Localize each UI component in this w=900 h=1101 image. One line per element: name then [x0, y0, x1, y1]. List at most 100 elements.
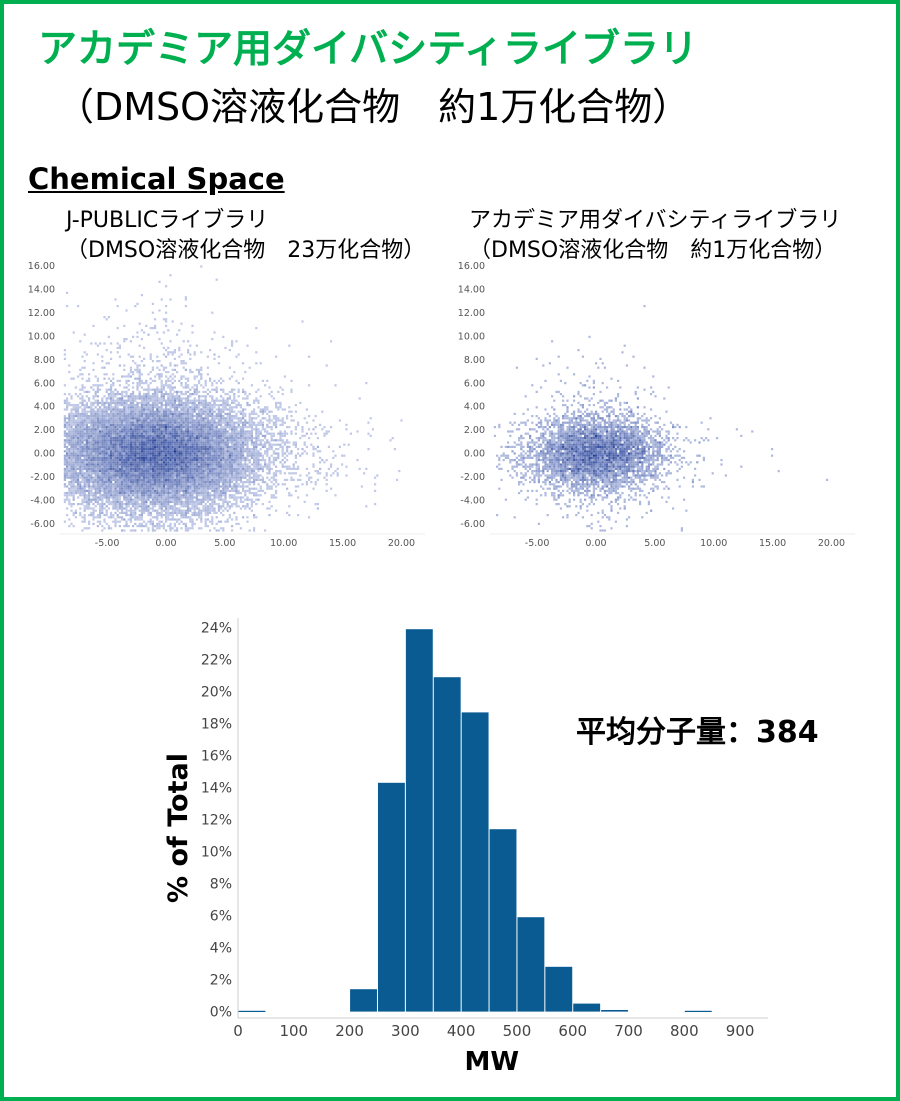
left-density-cell: [90, 426, 93, 429]
left-density-cell: [158, 487, 161, 490]
left-density-cell: [176, 415, 179, 418]
left-density-cell: [189, 371, 192, 374]
left-density-cell: [189, 489, 192, 492]
left-density-cell: [88, 417, 91, 420]
left-density-cell: [83, 520, 86, 523]
left-density-cell: [81, 399, 84, 402]
left-density-cell: [187, 410, 190, 413]
left-density-cell: [222, 461, 225, 464]
left-density-cell: [257, 454, 260, 457]
left-density-cell: [138, 417, 141, 420]
left-density-cell: [255, 351, 258, 354]
left-density-cell: [209, 498, 212, 501]
left-density-cell: [88, 390, 91, 393]
left-density-cell: [162, 410, 165, 413]
left-density-cell: [171, 426, 174, 429]
left-density-cell: [209, 481, 212, 484]
left-density-cell: [145, 483, 148, 486]
left-density-cell: [198, 443, 201, 446]
left-density-cell: [165, 443, 168, 446]
left-density-cell: [209, 448, 212, 451]
left-density-cell: [198, 472, 201, 475]
left-density-cell: [90, 441, 93, 444]
left-density-cell: [228, 417, 231, 420]
left-density-cell: [180, 463, 183, 466]
left-density-cell: [308, 472, 311, 475]
left-density-cell: [206, 434, 209, 437]
left-density-cell: [239, 498, 242, 501]
left-density-cell: [211, 481, 214, 484]
left-density-cell: [162, 408, 165, 411]
left-density-cell: [72, 406, 75, 409]
left-density-cell: [255, 423, 258, 426]
left-density-cell: [211, 311, 214, 314]
left-density-cell: [180, 375, 183, 378]
left-density-cell: [105, 456, 108, 459]
left-density-cell: [83, 399, 86, 402]
left-density-cell: [204, 452, 207, 455]
left-density-cell: [83, 489, 86, 492]
left-density-cell: [189, 421, 192, 424]
left-density-cell: [226, 443, 229, 446]
left-density-cell: [222, 404, 225, 407]
left-density-cell: [235, 478, 238, 481]
left-density-cell: [125, 428, 128, 431]
left-density-cell: [136, 434, 139, 437]
left-density-cell: [310, 432, 313, 435]
left-density-cell: [206, 489, 209, 492]
left-density-cell: [182, 472, 185, 475]
left-density-cell: [222, 494, 225, 497]
left-density-cell: [224, 459, 227, 462]
left-density-cell: [250, 423, 253, 426]
left-density-cell: [68, 419, 71, 422]
left-density-cell: [169, 454, 172, 457]
left-density-cell: [74, 406, 77, 409]
left-density-cell: [224, 450, 227, 453]
left-density-cell: [112, 450, 115, 453]
left-density-cell: [162, 346, 165, 349]
left-density-cell: [151, 494, 154, 497]
left-density-cell: [147, 520, 150, 523]
left-density-cell: [162, 500, 165, 503]
left-density-cell: [156, 360, 159, 363]
left-density-cell: [147, 463, 150, 466]
left-density-cell: [105, 349, 108, 352]
left-density-cell: [202, 487, 205, 490]
left-density-cell: [79, 434, 82, 437]
left-density-cell: [107, 393, 110, 396]
left-density-cell: [121, 503, 124, 506]
left-density-cell: [158, 522, 161, 525]
left-density-cell: [195, 386, 198, 389]
left-density-cell: [233, 452, 236, 455]
left-density-cell: [112, 430, 115, 433]
left-density-cell: [103, 419, 106, 422]
left-density-cell: [169, 522, 172, 525]
page-subtitle: （DMSO溶液化合物 約1万化合物）: [56, 85, 691, 129]
left-density-cell: [92, 509, 95, 512]
left-density-cell: [147, 505, 150, 508]
left-density-cell: [169, 467, 172, 470]
left-density-cell: [147, 423, 150, 426]
left-density-cell: [151, 492, 154, 495]
left-density-cell: [367, 432, 370, 435]
left-density-cell: [182, 386, 185, 389]
left-density-cell: [162, 415, 165, 418]
left-density-cell: [226, 450, 229, 453]
left-density-cell: [112, 377, 115, 380]
left-density-cell: [169, 507, 172, 510]
left-density-cell: [149, 397, 152, 400]
left-density-cell: [195, 472, 198, 475]
left-density-cell: [81, 419, 84, 422]
left-density-cell: [77, 439, 80, 442]
left-density-cell: [191, 401, 194, 404]
left-density-cell: [123, 463, 126, 466]
left-density-cell: [107, 426, 110, 429]
left-density-cell: [204, 487, 207, 490]
left-density-cell: [118, 481, 121, 484]
left-density-cell: [281, 388, 284, 391]
left-density-cell: [154, 434, 157, 437]
left-density-cell: [116, 514, 119, 517]
left-density-cell: [160, 463, 163, 466]
left-density-cell: [94, 500, 97, 503]
left-density-cell: [116, 342, 119, 345]
